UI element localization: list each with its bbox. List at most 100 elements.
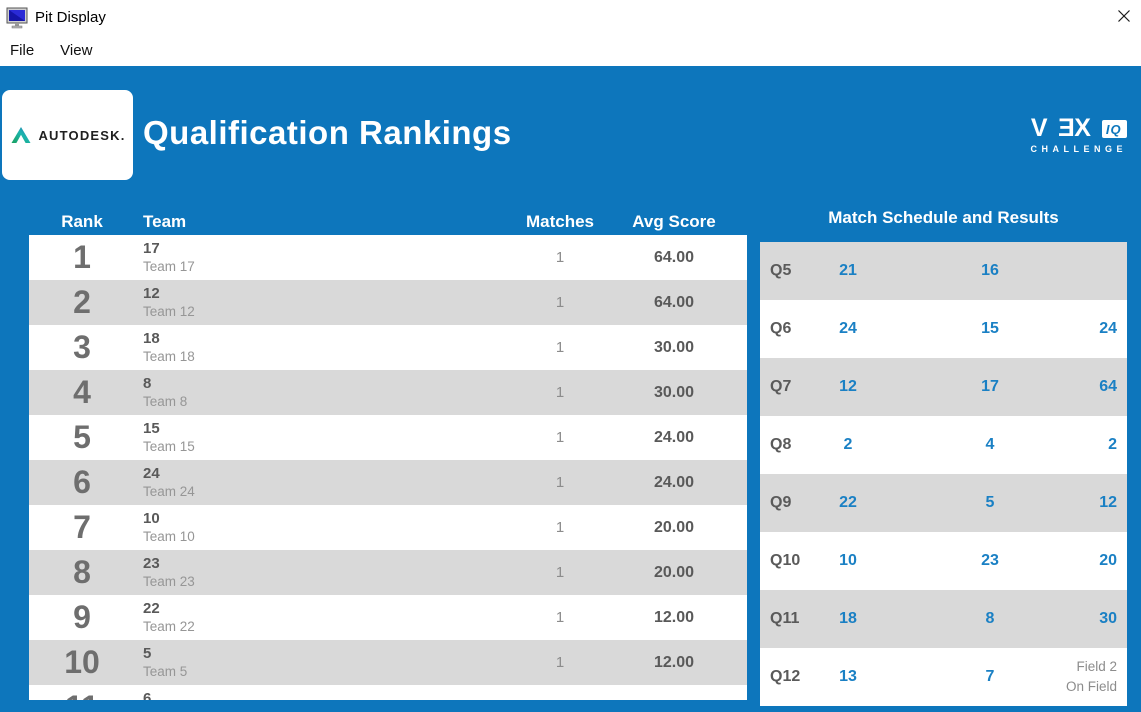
avg-score-value: 64.00 (653, 294, 695, 311)
team-name: Team 24 (143, 484, 195, 499)
match-team-a: 2 (843, 436, 853, 453)
match-team-b: 7 (985, 668, 995, 685)
ranking-row: 10 5 Team 5 1 12.00 (29, 640, 747, 685)
avg-score-value: 30.00 (653, 384, 695, 401)
team-number: 17 (143, 240, 160, 257)
match-score: 24 (1099, 320, 1117, 337)
match-schedule-panel: Match Schedule and Results Q5 21 16 Q6 2… (760, 208, 1127, 706)
rank-value: 5 (73, 419, 91, 455)
team-column-header: Team (143, 211, 187, 231)
team-cell: 24 Team 24 (135, 460, 505, 505)
team-number: 12 (143, 285, 160, 302)
match-team-a: 22 (839, 494, 857, 511)
match-team-b: 23 (981, 552, 999, 569)
team-name: Team 17 (143, 259, 195, 274)
team-cell: 10 Team 10 (135, 505, 505, 550)
team-number: 23 (143, 555, 160, 572)
team-name: Team 22 (143, 619, 195, 634)
match-team-b: 4 (985, 436, 995, 453)
avg-score-value: 12.00 (653, 609, 695, 626)
avg-score-value: 12.00 (653, 654, 695, 671)
team-name: Team 12 (143, 304, 195, 319)
matches-value: 1 (555, 339, 565, 356)
matches-value: 1 (555, 609, 565, 626)
monitor-icon (6, 7, 28, 28)
team-cell: 17 Team 17 (135, 235, 505, 280)
match-row: Q12 13 7 Field 2 On Field (760, 648, 1127, 706)
field-status-line: On Field (1065, 679, 1117, 694)
rank-value: 9 (73, 599, 91, 635)
ranking-row: 4 8 Team 8 1 30.00 (29, 370, 747, 415)
team-cell: 8 Team 8 (135, 370, 505, 415)
matches-value: 1 (555, 249, 565, 266)
ranking-row: 9 22 Team 22 1 12.00 (29, 595, 747, 640)
avg-score-value: 24.00 (653, 429, 695, 446)
match-team-b: 17 (981, 378, 999, 395)
team-cell: 22 Team 22 (135, 595, 505, 640)
rank-value: 2 (73, 284, 91, 320)
match-team-a: 10 (839, 552, 857, 569)
rankings-table: Rank Team Matches Avg Score 1 17 Team 17… (29, 208, 747, 700)
team-name: Team 10 (143, 529, 195, 544)
match-row: Q7 12 17 64 (760, 358, 1127, 416)
ranking-row: 6 24 Team 24 1 24.00 (29, 460, 747, 505)
rank-value: 10 (64, 644, 100, 680)
matches-value: 1 (555, 429, 565, 446)
matches-column-header: Matches (525, 211, 595, 231)
avg-score-value: 20.00 (653, 564, 695, 581)
rank-value: 8 (73, 554, 91, 590)
match-score: 20 (1099, 552, 1117, 569)
match-team-a: 18 (839, 610, 857, 627)
team-number: 5 (143, 645, 152, 662)
rankings-rows: 1 17 Team 17 1 64.00 2 12 Team 12 1 64.0… (29, 235, 747, 700)
match-schedule-title: Match Schedule and Results (828, 208, 1059, 227)
team-cell: 6 (135, 685, 505, 700)
ranking-row: 7 10 Team 10 1 20.00 (29, 505, 747, 550)
match-score: 12 (1099, 494, 1117, 511)
team-cell: 18 Team 18 (135, 325, 505, 370)
match-label: Q7 (770, 378, 792, 395)
team-cell: 12 Team 12 (135, 280, 505, 325)
field-status-line: Field 2 (1076, 659, 1117, 674)
ranking-row: 2 12 Team 12 1 64.00 (29, 280, 747, 325)
rankings-header-row: Rank Team Matches Avg Score (29, 208, 747, 235)
app-body: AUTODESK. Qualification Rankings VEX IQ … (0, 66, 1141, 712)
team-name: Team 8 (143, 394, 188, 409)
match-team-b: 8 (985, 610, 995, 627)
match-score: Field 2 On Field (1030, 657, 1127, 697)
match-row: Q11 18 8 30 (760, 590, 1127, 648)
team-name: Team 15 (143, 439, 195, 454)
menu-file[interactable]: File (10, 42, 35, 59)
rank-value: 7 (73, 509, 91, 545)
match-row: Q6 24 15 24 (760, 300, 1127, 358)
match-row: Q8 2 4 2 (760, 416, 1127, 474)
team-number: 15 (143, 420, 160, 437)
team-number: 24 (143, 465, 160, 482)
avg-score-value: 5.00 (615, 685, 733, 700)
match-team-a: 24 (839, 320, 857, 337)
match-score: 64 (1099, 378, 1117, 395)
avg-score-value: 64.00 (653, 249, 695, 266)
match-label: Q10 (770, 552, 801, 569)
match-schedule-rows: Q5 21 16 Q6 24 15 24 Q7 12 17 64 Q8 2 4 … (760, 242, 1127, 706)
match-row: Q9 22 5 12 (760, 474, 1127, 532)
matches-value: 1 (555, 294, 565, 311)
team-number: 18 (143, 330, 160, 347)
rank-value: 4 (73, 374, 91, 410)
rank-column-header: Rank (61, 211, 103, 231)
team-cell: 15 Team 15 (135, 415, 505, 460)
match-label: Q5 (770, 262, 792, 279)
matches-value: 1 (555, 564, 565, 581)
menu-bar: File View (0, 35, 1141, 66)
rank-value: 6 (73, 464, 91, 500)
autodesk-mark-icon (11, 127, 31, 143)
close-button[interactable] (1109, 2, 1139, 30)
matches-value: 1 (555, 384, 565, 401)
match-label: Q6 (770, 320, 792, 337)
vex-iq-challenge-logo: VEX IQ CHALLENGE (1031, 114, 1128, 154)
ranking-row: 3 18 Team 18 1 30.00 (29, 325, 747, 370)
close-icon (1118, 10, 1130, 22)
matches-value: 1 (555, 519, 565, 536)
menu-view[interactable]: View (60, 42, 93, 59)
